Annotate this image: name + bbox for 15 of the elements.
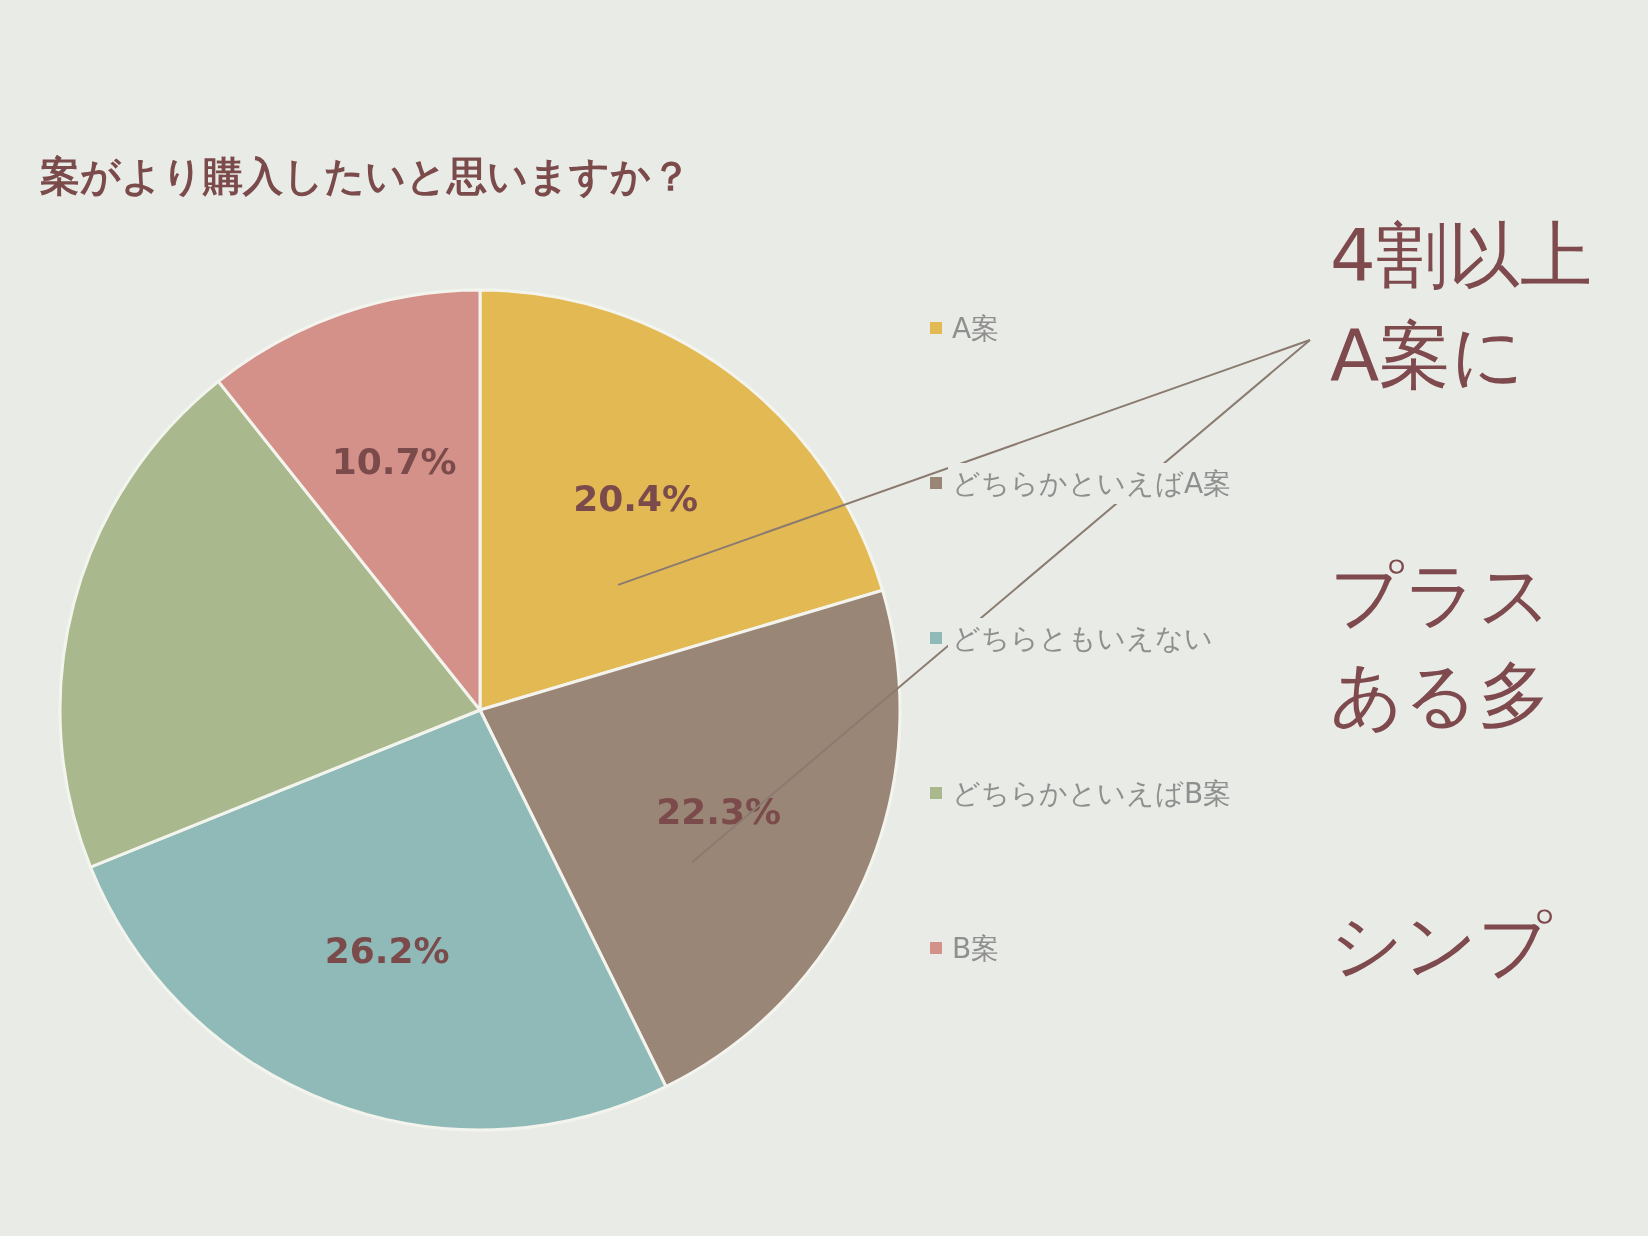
- data-label: 20.4%: [573, 478, 699, 520]
- legend-label: どちらかといえばA案: [952, 467, 1232, 500]
- text: シンプ: [1330, 903, 1552, 987]
- chart-title: 案がより購入したいと思いますか？: [40, 153, 691, 199]
- text: 4割以上: [1330, 213, 1592, 297]
- legend-label: B案: [952, 932, 1000, 965]
- text: ある多: [1330, 653, 1550, 737]
- legend-label: A案: [952, 312, 1000, 345]
- legend-label: どちらかといえばB案: [952, 777, 1232, 810]
- data-label: 22.3%: [656, 791, 782, 833]
- text: プラス: [1330, 553, 1552, 637]
- legend-label: どちらともいえない: [952, 622, 1213, 655]
- text: A案に: [1330, 313, 1526, 397]
- data-label: 26.2%: [324, 930, 450, 972]
- data-label: 10.7%: [331, 441, 457, 483]
